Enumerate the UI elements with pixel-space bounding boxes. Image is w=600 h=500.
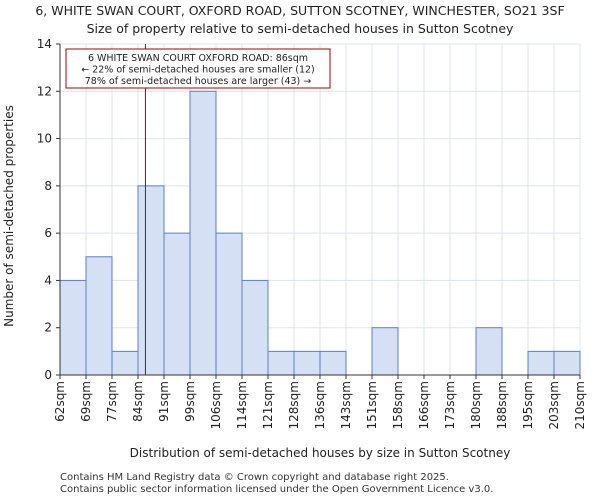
- x-axis-label: Distribution of semi-detached houses by …: [130, 446, 511, 460]
- x-tick-label: 180sqm: [469, 381, 483, 429]
- x-tick-label: 91sqm: [157, 381, 171, 422]
- y-tick-label: 0: [44, 368, 52, 382]
- bar: [293, 350, 321, 376]
- y-tick-label: 10: [37, 132, 52, 146]
- y-tick-labels: 0 2 4 6 8 10 12 14: [37, 37, 60, 382]
- x-tick-label: 195sqm: [521, 381, 535, 429]
- bar: [59, 279, 87, 376]
- bar: [215, 232, 243, 376]
- bars: [59, 90, 581, 376]
- bar: [319, 350, 347, 376]
- y-axis-label: Number of semi-detached properties: [2, 105, 16, 327]
- x-tick-label: 99sqm: [183, 381, 197, 422]
- chart-subtitle: Size of property relative to semi-detach…: [87, 21, 514, 36]
- x-tick-label: 114sqm: [235, 381, 249, 429]
- bar: [85, 256, 113, 376]
- bar: [475, 327, 503, 376]
- x-tick-label: 210sqm: [573, 381, 587, 429]
- bar: [163, 232, 191, 376]
- footer-copyright: Contains HM Land Registry data © Crown c…: [60, 472, 449, 483]
- x-tick-label: 136sqm: [313, 381, 327, 429]
- annotation-line: 78% of semi-detached houses are larger (…: [85, 76, 312, 87]
- x-tick-label: 203sqm: [547, 381, 561, 429]
- bar: [111, 350, 139, 376]
- x-tick-label: 106sqm: [209, 381, 223, 429]
- x-tick-label: 69sqm: [79, 381, 93, 422]
- x-tick-label: 62sqm: [53, 381, 67, 422]
- x-tick-label: 128sqm: [287, 381, 301, 429]
- x-tick-label: 188sqm: [495, 381, 509, 429]
- bar: [267, 350, 295, 376]
- bar: [527, 350, 555, 376]
- x-tick-label: 77sqm: [105, 381, 119, 422]
- y-tick-label: 14: [37, 37, 52, 51]
- y-tick-label: 2: [44, 321, 52, 335]
- chart-title: 6, WHITE SWAN COURT, OXFORD ROAD, SUTTON…: [35, 3, 564, 18]
- bar: [137, 185, 165, 376]
- bar: [553, 350, 581, 376]
- x-tick-label: 84sqm: [131, 381, 145, 422]
- x-tick-label: 143sqm: [339, 381, 353, 429]
- bar: [189, 90, 217, 376]
- x-tick-label: 121sqm: [261, 381, 275, 429]
- y-tick-label: 12: [37, 84, 52, 98]
- bar: [371, 327, 399, 376]
- annotation-box: [65, 48, 331, 89]
- y-tick-label: 4: [44, 273, 52, 287]
- annotation-line: 6 WHITE SWAN COURT OXFORD ROAD: 86sqm: [88, 53, 308, 64]
- x-tick-label: 173sqm: [443, 381, 457, 429]
- x-tick-label: 151sqm: [365, 381, 379, 429]
- annotation-line: ← 22% of semi-detached houses are smalle…: [81, 65, 315, 76]
- y-tick-label: 6: [44, 226, 52, 240]
- x-tick-labels: 62sqm 69sqm 77sqm 84sqm 91sqm 99sqm 106sqm 114s…: [53, 375, 587, 429]
- y-tick-label: 8: [44, 179, 52, 193]
- footer-licence: Contains public sector information licen…: [60, 484, 494, 495]
- x-tick-label: 158sqm: [391, 381, 405, 429]
- marker-group: 6 WHITE SWAN COURT OXFORD ROAD: 86sqm← 2…: [65, 44, 331, 375]
- x-tick-label: 166sqm: [417, 381, 431, 429]
- bar: [241, 279, 269, 376]
